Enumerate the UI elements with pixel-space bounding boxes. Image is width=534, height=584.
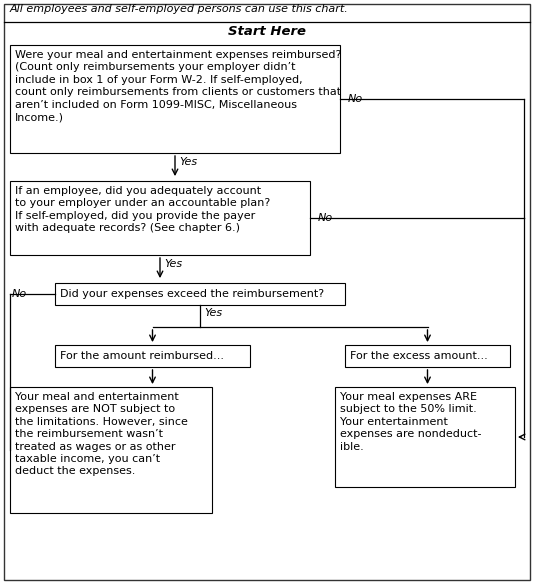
Bar [10,45,340,153]
Text: Start Here: Start Here [228,25,306,38]
Text: No: No [318,213,333,223]
Bar [10,387,212,513]
Text: Your meal expenses ARE
subject to the 50% limit.
Your entertainment
expenses are: Your meal expenses ARE subject to the 50… [340,392,482,451]
Text: For the excess amount...: For the excess amount... [350,351,488,361]
Text: Your meal and entertainment
expenses are NOT subject to
the limitations. However: Your meal and entertainment expenses are… [15,392,188,477]
Bar [335,387,515,487]
Text: If an employee, did you adequately account
to your employer under an accountable: If an employee, did you adequately accou… [15,186,270,233]
Text: No: No [348,94,363,104]
Text: Yes: Yes [179,157,197,167]
Bar [55,345,250,367]
Text: Were your meal and entertainment expenses reimbursed?
(Count only reimbursements: Were your meal and entertainment expense… [15,50,341,122]
Bar [55,283,345,305]
Bar [10,181,310,255]
Text: For the amount reimbursed...: For the amount reimbursed... [60,351,224,361]
Text: Yes: Yes [164,259,182,269]
Bar [345,345,510,367]
Text: Did your expenses exceed the reimbursement?: Did your expenses exceed the reimburseme… [60,289,324,299]
Text: All employees and self-employed persons can use this chart.: All employees and self-employed persons … [10,4,349,14]
Text: Yes: Yes [204,308,222,318]
Text: No: No [12,289,27,299]
